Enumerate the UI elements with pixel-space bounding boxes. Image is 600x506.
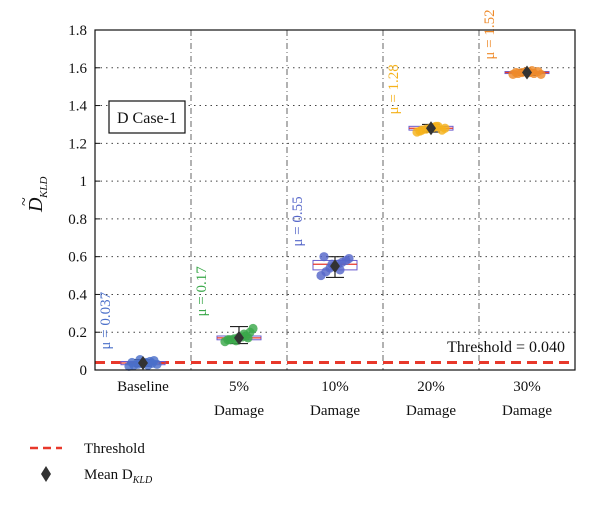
data-point [223,335,233,345]
y-axis-label: D ~ KLD [16,177,50,213]
data-point [248,323,258,334]
data-point [127,357,137,368]
legend-mean-label: Mean DKLD [84,467,153,486]
y-tick-label: 0.4 [68,287,87,303]
mean-marker [138,356,148,371]
x-tick-label-line2: Damage [310,403,360,419]
data-point [243,333,253,343]
y-axis-label-main: D [25,197,47,213]
x-tick-label: 10% [321,379,349,395]
axis-layer: 0 0.2 0.4 0.6 0.8 1 1.2 1.4 1.6 1.8 Baseline 5% Dama… [68,23,552,419]
x-tick-label-line2: Damage [502,403,552,419]
x-tick-label: 30% [513,379,541,395]
y-tick-label: 1.8 [68,23,87,39]
data-layer: μ = 0.037 μ = 0.17 μ = 0.55 μ = 1.28 μ = 1.5… [98,9,550,371]
y-tick-label: 0.2 [68,325,87,341]
legend: Threshold Mean DKLD [30,441,153,486]
y-tick-label: 1 [80,174,88,190]
y-tick-label: 0 [80,363,88,379]
y-tick-label: 0.6 [68,250,87,266]
threshold-value-label: Threshold = 0.040 [447,339,565,356]
y-axis-label-accent: ~ [16,197,33,206]
x-tick-label-line2: Damage [214,403,264,419]
mean-value-label: μ = 0.17 [194,266,210,317]
mean-marker [234,330,244,345]
grid-layer [95,30,575,370]
y-axis-label-sub: KLD [38,177,50,199]
y-tick-label: 1.4 [68,99,87,115]
case-label: D Case-1 [117,110,177,127]
data-point [440,123,450,133]
data-point [319,252,329,262]
plot-frame [94,29,576,371]
case-label-box: D Case-1 [108,100,186,134]
x-tick-label: 20% [417,379,445,395]
legend-threshold-label: Threshold [84,441,145,457]
data-point [536,69,546,79]
y-tick-label: 0.8 [68,212,87,228]
x-tick-label: 5% [229,379,249,395]
data-point [415,126,425,136]
mean-marker [522,65,532,80]
mean-value-label: μ = 1.52 [482,9,498,59]
mean-value-label: μ = 1.28 [386,64,402,114]
mean-marker [426,121,436,136]
y-tick-label: 1.6 [68,61,87,77]
legend-mean-swatch [41,466,51,482]
data-point [511,67,521,78]
y-tick-label: 1.2 [68,136,87,152]
mean-marker [330,259,340,274]
x-tick-label-line2: Damage [406,403,456,419]
data-point [147,358,157,368]
data-point [344,253,354,264]
mean-value-label: μ = 0.037 [98,291,114,349]
x-tick-label: Baseline [117,379,169,395]
mean-value-label: μ = 0.55 [290,196,306,246]
